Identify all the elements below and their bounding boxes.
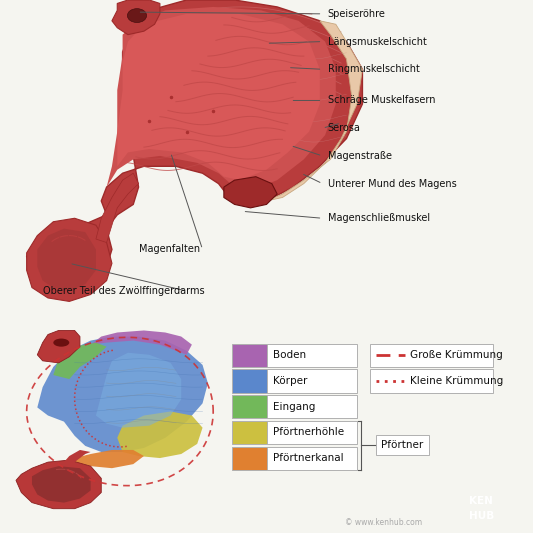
Polygon shape <box>96 353 181 427</box>
Text: Große Krümmung: Große Krümmung <box>410 350 503 360</box>
FancyBboxPatch shape <box>376 435 429 455</box>
Polygon shape <box>107 7 336 191</box>
Polygon shape <box>117 411 203 458</box>
Text: Speiseröhre: Speiseröhre <box>328 9 386 19</box>
Polygon shape <box>37 336 208 452</box>
Text: HUB: HUB <box>469 511 494 521</box>
Polygon shape <box>16 460 101 508</box>
Text: Schräge Muskelfasern: Schräge Muskelfasern <box>328 95 435 106</box>
Polygon shape <box>37 229 96 291</box>
FancyBboxPatch shape <box>266 344 357 367</box>
Ellipse shape <box>127 9 147 22</box>
Polygon shape <box>27 219 112 302</box>
Text: Pförtnerhöhle: Pförtnerhöhle <box>273 427 344 438</box>
Text: Magenstraße: Magenstraße <box>328 151 392 161</box>
FancyBboxPatch shape <box>370 344 493 367</box>
Text: Kleine Krümmung: Kleine Krümmung <box>410 376 504 386</box>
Text: Pförtner: Pförtner <box>381 440 424 450</box>
Text: Eingang: Eingang <box>273 402 316 411</box>
FancyBboxPatch shape <box>232 369 266 393</box>
Polygon shape <box>266 21 362 201</box>
FancyBboxPatch shape <box>266 369 357 393</box>
FancyBboxPatch shape <box>266 395 357 418</box>
Text: Pförtnerkanal: Pförtnerkanal <box>273 453 344 463</box>
Text: Serosa: Serosa <box>328 123 361 133</box>
Polygon shape <box>53 343 107 379</box>
Polygon shape <box>32 466 91 503</box>
Polygon shape <box>96 173 139 243</box>
Polygon shape <box>91 330 192 355</box>
FancyBboxPatch shape <box>232 421 266 444</box>
Text: Unterer Mund des Magens: Unterer Mund des Magens <box>328 179 457 189</box>
FancyBboxPatch shape <box>266 421 357 444</box>
Text: Längsmuskelschicht: Längsmuskelschicht <box>328 37 427 46</box>
Text: KEN: KEN <box>470 496 493 506</box>
Polygon shape <box>37 330 80 363</box>
Text: Ringmuskelschicht: Ringmuskelschicht <box>328 64 419 74</box>
Text: Magenschließmuskel: Magenschließmuskel <box>328 213 430 223</box>
FancyBboxPatch shape <box>232 344 266 367</box>
Text: Körper: Körper <box>273 376 307 386</box>
Polygon shape <box>64 450 91 466</box>
Text: Boden: Boden <box>273 350 306 360</box>
FancyBboxPatch shape <box>370 369 493 393</box>
Polygon shape <box>117 14 320 180</box>
Polygon shape <box>224 177 277 208</box>
FancyBboxPatch shape <box>232 447 266 470</box>
FancyBboxPatch shape <box>232 395 266 418</box>
Text: © www.kenhub.com: © www.kenhub.com <box>345 518 422 527</box>
Text: Oberer Teil des Zwölffingerdarms: Oberer Teil des Zwölffingerdarms <box>43 286 204 296</box>
Ellipse shape <box>53 338 69 346</box>
FancyBboxPatch shape <box>266 447 357 470</box>
Polygon shape <box>75 450 144 468</box>
Polygon shape <box>27 0 362 288</box>
Polygon shape <box>112 0 160 35</box>
Text: Magenfalten: Magenfalten <box>139 245 200 254</box>
